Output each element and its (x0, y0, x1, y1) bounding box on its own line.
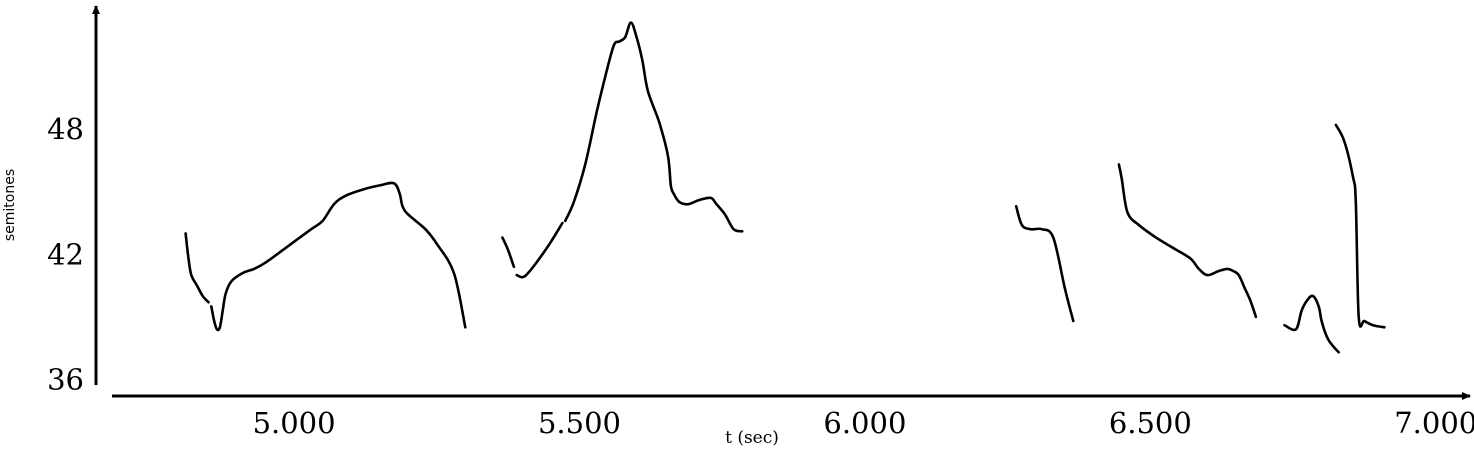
pitch-segment-line (563, 21, 744, 233)
x-tick-label: 6.500 (1109, 406, 1192, 440)
x-tick-labels: 5.000 5.500 6.000 6.500 7.000 (253, 406, 1474, 440)
y-tick-label: 36 (47, 362, 84, 396)
x-tick-label: 6.000 (823, 406, 906, 440)
pitch-segment-line (184, 232, 210, 304)
x-tick-label: 5.000 (253, 406, 336, 440)
x-tick-label: 5.500 (538, 406, 621, 440)
pitch-segment-line (1334, 123, 1386, 329)
pitch-segment-line (501, 236, 516, 269)
y-tick-labels: 36 42 48 (47, 112, 84, 396)
y-tick-label: 48 (47, 112, 84, 146)
pitch-segment-line (1283, 294, 1340, 354)
y-axis-label: semitones (2, 169, 18, 241)
pitch-segment-line (1117, 163, 1258, 319)
pitch-series (184, 21, 1386, 354)
pitch-segment-line (1014, 205, 1075, 323)
x-tick-label: 7.000 (1394, 406, 1474, 440)
pitch-segment-line (210, 181, 467, 332)
y-tick-label: 42 (47, 237, 84, 271)
pitch-segment-line (515, 221, 564, 279)
x-axis-label: t (sec) (725, 428, 779, 448)
